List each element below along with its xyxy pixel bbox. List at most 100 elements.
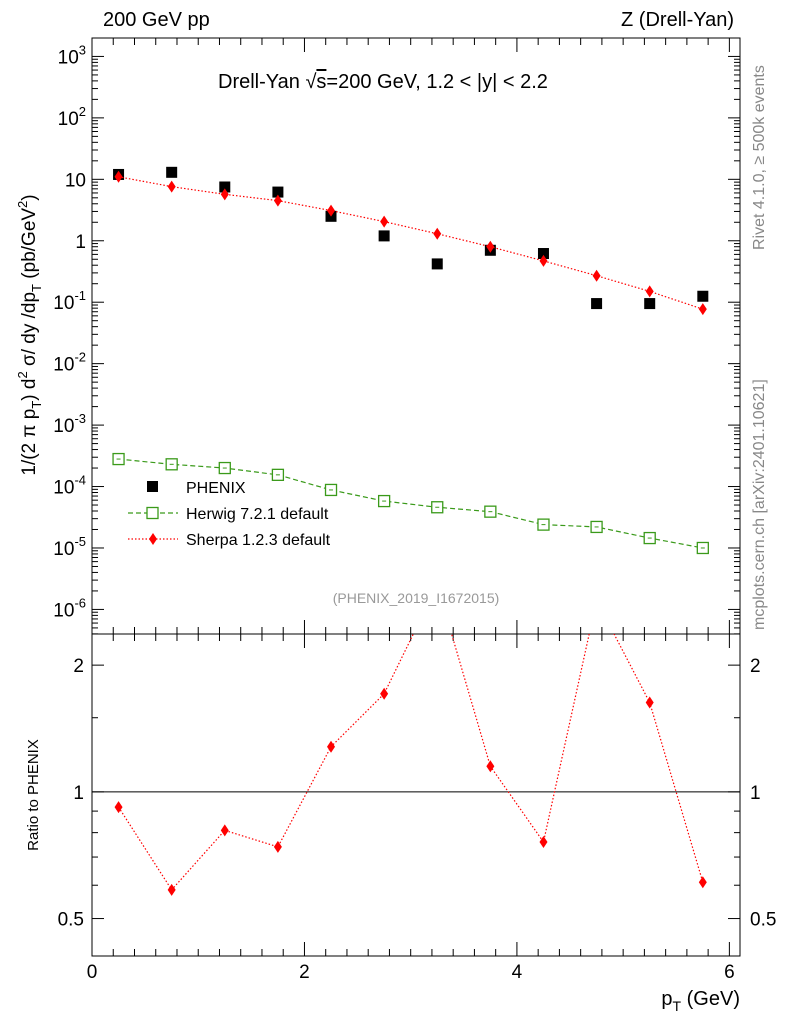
x-tick-label: 6: [724, 962, 735, 983]
plot-title-sqrt: √: [305, 71, 316, 93]
y-tick-label: 1: [75, 232, 86, 253]
ylabel-part-1: T: [29, 401, 44, 409]
x-tick-label: 0: [87, 962, 98, 983]
chart-marks: [112, 166, 709, 896]
ratio-sherpa-point: [645, 696, 654, 709]
y-tick-exp: -1: [74, 288, 86, 303]
main-y-axis-label: 1/(2 π pT) d2 σ/ dy /dpT (pb/GeV2): [15, 194, 44, 475]
y-tick-exp: -2: [74, 350, 86, 365]
ratio-sherpa-point: [114, 801, 123, 814]
legend-herwig-label: Herwig 7.2.1 default: [186, 506, 329, 523]
ylabel-part-2: ) d: [19, 379, 40, 401]
ylabel-part-8: ): [19, 194, 40, 200]
sherpa-point: [592, 269, 601, 282]
ratio-sherpa-point: [327, 740, 336, 753]
ratio-sherpa-point: [167, 883, 176, 896]
plot-title-prefix: Drell-Yan: [218, 71, 305, 93]
xlabel-p: p: [661, 988, 672, 1010]
ratio-series: [114, 634, 707, 896]
mcplots-label: mcplots.cern.ch [arXiv:2401.10621]: [751, 379, 768, 630]
sherpa-point: [327, 204, 336, 217]
sherpa-point: [273, 194, 282, 207]
phenix-point: [591, 298, 603, 310]
phenix-point: [378, 230, 390, 242]
y-tick-base: 10: [53, 416, 74, 437]
phenix-point: [697, 290, 709, 302]
y-tick-base: 10: [53, 478, 74, 499]
y-tick-label: 10-5: [53, 534, 86, 560]
y-tick-label: 10-4: [53, 473, 86, 499]
ylabel-part-6: (pb/GeV: [19, 208, 40, 284]
ylabel-part-5: T: [29, 284, 44, 292]
phenix-point: [272, 186, 284, 198]
y-tick-base: 10: [58, 109, 79, 130]
ylabel-part-7: 2: [15, 201, 30, 208]
y-tick-label: 102: [58, 104, 86, 130]
sherpa-point: [167, 180, 176, 193]
x-tick-label: 2: [299, 962, 310, 983]
legend-sherpa-label: Sherpa 1.2.3 default: [186, 532, 331, 549]
y-tick-exp: -5: [74, 534, 86, 549]
y-tick-base: 10: [53, 293, 74, 314]
sherpa-point: [645, 285, 654, 298]
x-tick-label: 4: [512, 962, 523, 983]
ratio-sherpa-point: [486, 760, 495, 773]
ratio-y-axis-label: Ratio to PHENIX: [25, 739, 42, 851]
y-tick-label: 10-2: [53, 350, 86, 376]
analysis-tag: (PHENIX_2019_I1672015): [333, 590, 500, 606]
ratio-sherpa-point: [380, 687, 389, 700]
x-axis-label: pT (GeV): [661, 988, 740, 1014]
sherpa-point: [539, 254, 548, 267]
header-left: 200 GeV pp: [103, 9, 210, 31]
ylabel-part-3: 2: [15, 371, 30, 378]
ratio-y-tick-label-left: 2: [73, 656, 84, 677]
legend-herwig-marker: [146, 506, 159, 520]
y-tick-label: 10-6: [53, 595, 86, 621]
y-tick-label: 10: [65, 170, 86, 191]
sherpa-point: [220, 188, 229, 201]
sherpa-point: [114, 170, 123, 183]
ratio-sherpa-point: [698, 876, 707, 889]
ratio-sherpa-point: [273, 840, 282, 853]
y-tick-base: 1: [75, 232, 86, 253]
phenix-point: [431, 258, 443, 270]
ylabel-part-0: 1/(2 π p: [19, 409, 40, 476]
y-tick-label: 103: [58, 42, 86, 68]
y-tick-base: 10: [53, 600, 74, 621]
ratio-y-tick-label-right: 2: [750, 656, 761, 677]
legend: PHENIX Herwig 7.2.1 default Sherpa 1.2.3…: [128, 480, 331, 549]
y-tick-label: 10-3: [53, 411, 86, 437]
sherpa-point: [486, 240, 495, 253]
ratio-sherpa-point: [220, 824, 229, 837]
plot-title: Drell-Yan √s=200 GeV, 1.2 < |y| < 2.2: [218, 71, 548, 93]
xlabel-sub: T: [673, 998, 682, 1014]
y-tick-exp: 3: [79, 42, 86, 57]
ratio-plot-frame: [91, 633, 741, 957]
y-tick-exp: -4: [74, 473, 86, 488]
phenix-point: [219, 181, 231, 193]
sherpa-point: [380, 215, 389, 228]
y-tick-exp: -3: [74, 411, 86, 426]
legend-phenix-label: PHENIX: [186, 480, 246, 497]
legend-sherpa-marker: [149, 533, 157, 545]
ratio-y-tick-label-left: 0.5: [58, 910, 84, 931]
herwig-line: [118, 458, 703, 549]
y-tick-exp: -6: [74, 595, 86, 610]
header-right: Z (Drell-Yan): [621, 9, 734, 31]
y-tick-base: 10: [53, 539, 74, 560]
y-tick-base: 10: [53, 355, 74, 376]
sherpa-line: [118, 176, 704, 310]
legend-phenix-marker: [147, 481, 158, 492]
xlabel-unit: (GeV): [681, 988, 740, 1010]
ratio-y-tick-label-left: 1: [73, 783, 84, 804]
y-tick-base: 10: [58, 47, 79, 68]
rivet-label: Rivet 4.1.0, ≥ 500k events: [751, 65, 768, 250]
plot-title-s: s: [316, 71, 326, 93]
ratio-sherpa-point: [539, 836, 548, 849]
phenix-point: [644, 298, 656, 310]
sherpa-point: [698, 303, 707, 316]
ratio-y-tick-label-right: 1: [750, 783, 761, 804]
plot-title-rest: =200 GeV, 1.2 < |y| < 2.2: [326, 71, 547, 93]
ylabel-part-4: σ/ dy /dp: [19, 292, 40, 371]
